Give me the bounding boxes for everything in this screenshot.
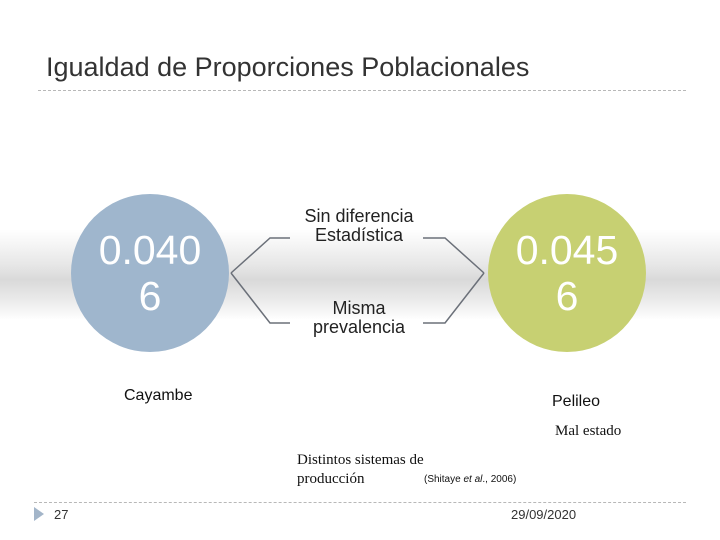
right-place-label: Pelileo [552,393,601,410]
slide-title: Igualdad de Proporciones Poblacionales [46,52,530,82]
no-difference-label: Sin diferencia Estadística [304,206,414,245]
footer-arrow-icon [34,507,44,521]
left-value: 0.0406 [98,227,202,319]
footer-divider [34,502,686,503]
citation-author: (Shitaye [424,474,464,485]
same-prevalence-label: Misma prevalencia [312,298,406,337]
citation-year: ., 2006) [482,474,517,485]
center-note: Distintos sistemas de producción [297,452,424,487]
left-value-circle: 0.0406 [71,194,229,352]
right-note: Mal estado [555,423,622,439]
left-place-label: Cayambe [124,387,193,404]
right-connector-top [423,237,485,274]
right-value: 0.0456 [515,227,619,319]
right-connector-bottom [423,272,485,324]
left-connector-top [230,237,290,274]
slide-date: 29/09/2020 [511,507,577,522]
citation-etal: et al [463,474,483,485]
title-divider [38,90,686,91]
right-value-circle: 0.0456 [488,194,646,352]
left-connector-bottom [230,272,290,324]
citation: (Shitaye et al., 2006) [424,474,516,485]
page-number: 27 [54,507,69,522]
